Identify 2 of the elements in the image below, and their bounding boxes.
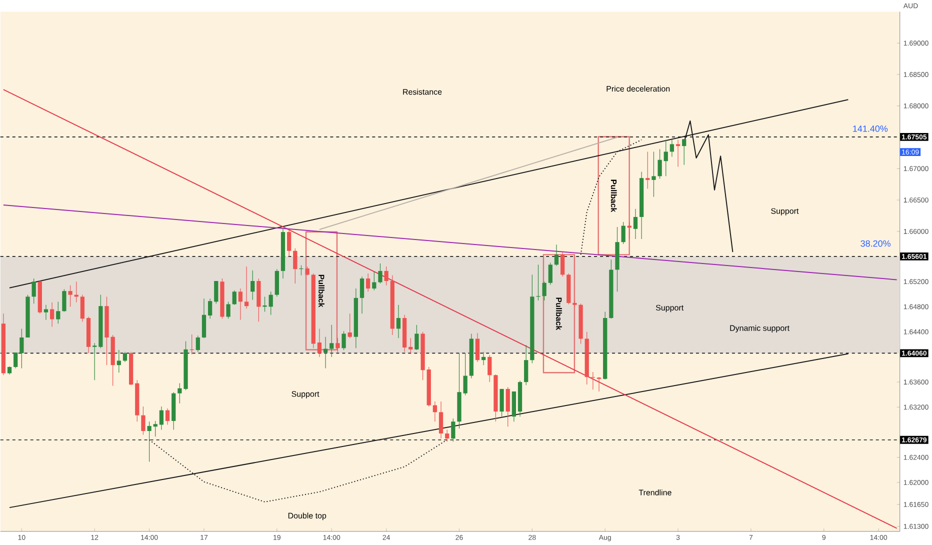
- annotation: 141.40%: [853, 126, 888, 132]
- annotation: 38.20%: [860, 240, 891, 247]
